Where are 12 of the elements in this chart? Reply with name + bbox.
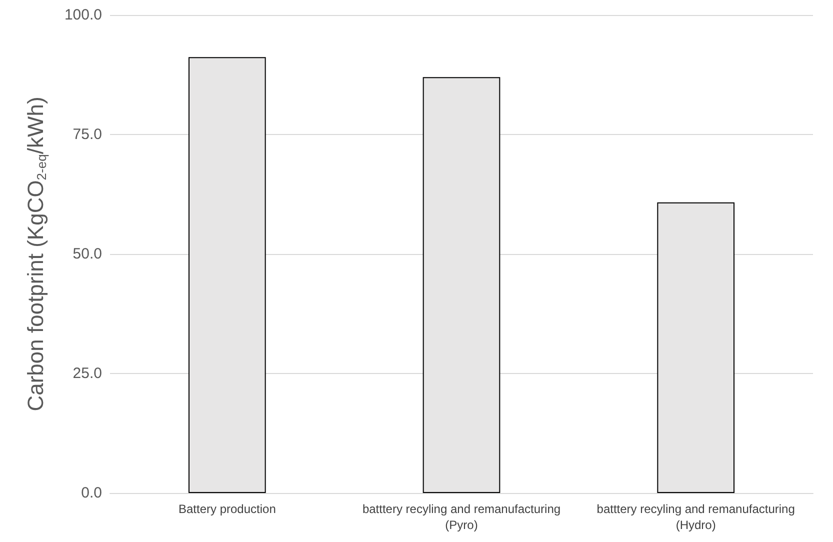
bar bbox=[657, 202, 734, 493]
y-tick-label: 50.0 bbox=[72, 246, 102, 262]
bar bbox=[422, 77, 500, 493]
y-axis-title: Carbon footprint (KgCO2-eq/kWh) bbox=[23, 96, 49, 412]
x-tick-label: batttery recyling and remanufacturing (Pyro) bbox=[362, 502, 561, 532]
y-tick-label: 0.0 bbox=[81, 484, 102, 502]
y-tick-label: 100.0 bbox=[64, 6, 102, 24]
y-tick-label: 75.0 bbox=[72, 126, 102, 143]
y-tick-label: 25.0 bbox=[72, 365, 102, 382]
x-tick-label: Battery production bbox=[178, 502, 276, 516]
x-tick-label: batttery recyling and remanufacturing (Hydro) bbox=[596, 502, 795, 532]
bar bbox=[188, 57, 266, 493]
